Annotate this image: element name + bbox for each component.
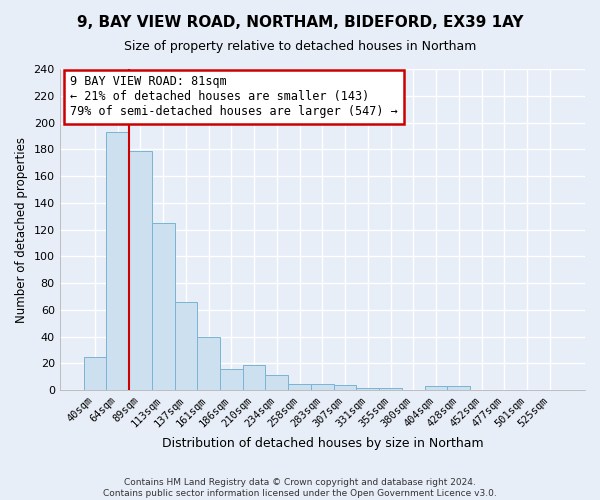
Text: Size of property relative to detached houses in Northam: Size of property relative to detached ho… xyxy=(124,40,476,53)
Bar xyxy=(379,388,402,390)
Bar xyxy=(448,386,470,390)
Bar xyxy=(356,388,379,390)
Y-axis label: Number of detached properties: Number of detached properties xyxy=(15,136,28,322)
X-axis label: Distribution of detached houses by size in Northam: Distribution of detached houses by size … xyxy=(161,437,483,450)
Bar xyxy=(334,385,356,390)
Bar xyxy=(288,384,311,390)
Bar xyxy=(106,132,129,390)
Text: 9 BAY VIEW ROAD: 81sqm
← 21% of detached houses are smaller (143)
79% of semi-de: 9 BAY VIEW ROAD: 81sqm ← 21% of detached… xyxy=(70,76,398,118)
Bar xyxy=(175,302,197,390)
Bar xyxy=(425,386,448,390)
Bar xyxy=(129,150,152,390)
Bar xyxy=(83,357,106,390)
Bar xyxy=(311,384,334,390)
Bar xyxy=(197,336,220,390)
Bar xyxy=(220,369,243,390)
Text: Contains HM Land Registry data © Crown copyright and database right 2024.
Contai: Contains HM Land Registry data © Crown c… xyxy=(103,478,497,498)
Text: 9, BAY VIEW ROAD, NORTHAM, BIDEFORD, EX39 1AY: 9, BAY VIEW ROAD, NORTHAM, BIDEFORD, EX3… xyxy=(77,15,523,30)
Bar xyxy=(243,365,265,390)
Bar xyxy=(152,223,175,390)
Bar xyxy=(265,376,288,390)
